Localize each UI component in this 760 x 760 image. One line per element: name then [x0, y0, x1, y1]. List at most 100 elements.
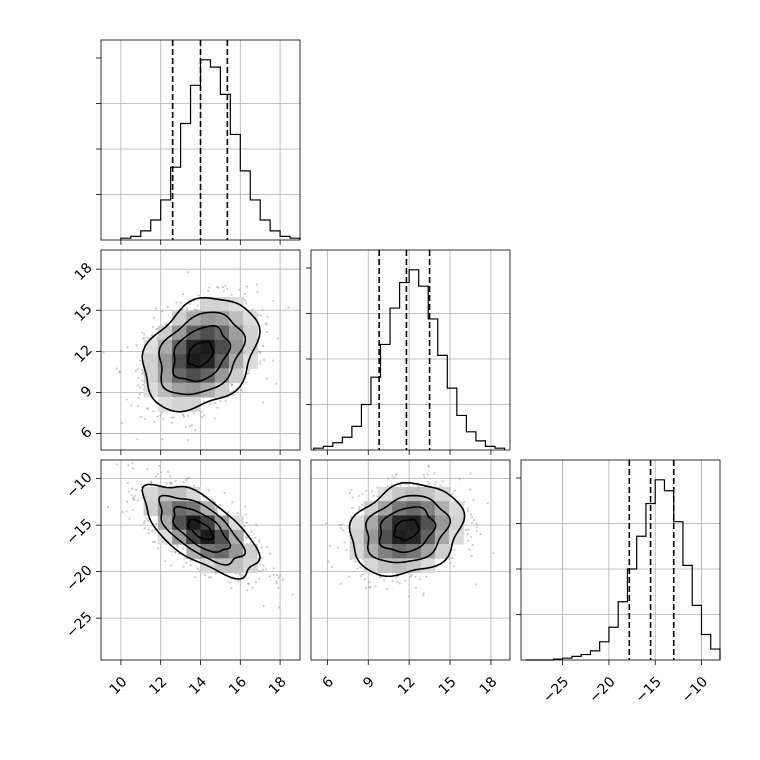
histogram-panel-p0	[96, 39, 301, 241]
scatter-point	[245, 589, 249, 592]
scatter-point	[476, 526, 479, 529]
y-tick-label: −25	[63, 609, 95, 641]
scatter-point	[138, 392, 142, 396]
scatter-point	[265, 323, 268, 326]
scatter-point	[231, 390, 234, 393]
scatter-point	[277, 586, 280, 589]
scatter-point	[260, 546, 264, 549]
scatter-point	[224, 284, 227, 288]
scatter-point	[473, 519, 476, 522]
scatter-point	[166, 305, 169, 309]
scatter-point	[350, 507, 354, 510]
scatter-point	[422, 592, 425, 595]
scatter-point	[255, 283, 258, 286]
scatter-point	[247, 372, 250, 375]
scatter-point	[372, 494, 375, 498]
scatter-point	[261, 568, 265, 571]
scatter-point	[132, 499, 136, 502]
scatter-point	[254, 536, 257, 540]
scatter-point	[137, 384, 140, 387]
density-cell	[172, 529, 187, 545]
scatter-point	[149, 480, 153, 483]
scatter-point	[277, 576, 280, 579]
scatter-point	[279, 574, 282, 577]
scatter-point	[451, 557, 454, 560]
scatter-point	[409, 575, 413, 578]
scatter-point	[182, 565, 185, 568]
scatter-point	[192, 484, 196, 487]
scatter-point	[259, 570, 263, 573]
density-cell	[143, 339, 159, 355]
scatter-point	[370, 490, 374, 493]
scatter-point	[171, 450, 173, 452]
scatter-point	[157, 547, 160, 550]
density-cell	[406, 486, 422, 502]
scatter-point	[146, 337, 149, 340]
scatter-point	[325, 522, 328, 525]
scatter-point	[374, 585, 377, 588]
contour-line	[393, 518, 421, 542]
x-tick-label: 14	[186, 674, 210, 698]
scatter-point	[170, 482, 173, 485]
scatter-point	[259, 362, 262, 365]
scatter-point	[262, 564, 265, 568]
scatter-point	[183, 463, 185, 465]
scatter-point	[470, 521, 474, 525]
density-cell	[172, 339, 187, 355]
scatter-point	[137, 397, 140, 400]
x-tick-label: −15	[633, 674, 665, 706]
scatter-point	[130, 487, 134, 490]
density-cell	[157, 382, 173, 398]
density-cell	[420, 544, 436, 559]
x-tick-label: 10	[107, 674, 131, 698]
scatter-point	[426, 473, 429, 476]
scatter-point	[143, 520, 146, 523]
contour-line	[141, 296, 261, 413]
scatter-point	[350, 489, 353, 492]
scatter-point	[361, 503, 364, 506]
panel-content	[101, 460, 300, 660]
density-cell	[186, 354, 201, 369]
scatter-point	[186, 438, 189, 442]
density-cell	[143, 354, 159, 369]
scatter-point	[154, 307, 158, 310]
scatter-point	[422, 594, 425, 597]
scatter-point	[221, 285, 225, 289]
scatter-point	[272, 299, 275, 303]
scatter-point	[130, 404, 133, 407]
scatter-point	[181, 292, 185, 296]
scatter-point	[138, 359, 142, 362]
scatter-point	[136, 438, 139, 441]
scatter-point	[136, 367, 140, 371]
scatter-point	[148, 532, 151, 535]
density-cell	[214, 515, 230, 531]
scatter-point	[245, 381, 248, 384]
scatter-point	[130, 494, 133, 497]
scatter-point	[176, 544, 179, 547]
scatter-point	[151, 325, 154, 329]
scatter-point	[258, 577, 261, 580]
scatter-point	[275, 382, 278, 385]
density-cell	[172, 382, 187, 398]
scatter-point	[244, 302, 248, 305]
x-tick-label: −10	[679, 674, 711, 706]
scatter-point	[379, 576, 382, 579]
density-cell	[434, 544, 450, 559]
scatter-point	[425, 575, 428, 578]
density-cell	[186, 382, 201, 398]
scatter-point	[127, 464, 130, 467]
scatter-point	[226, 510, 229, 514]
y-tick-label: 12	[72, 342, 96, 366]
scatter-point	[434, 483, 437, 486]
scatter-point	[217, 286, 220, 289]
scatter-point	[453, 489, 456, 493]
scatter-point	[291, 593, 294, 596]
scatter-point	[272, 573, 275, 576]
scatter-point	[207, 576, 210, 579]
scatter-point	[161, 411, 164, 414]
scatter-point	[115, 367, 119, 370]
scatter-point	[243, 505, 246, 508]
density-cell	[200, 339, 216, 355]
scatter-point	[368, 586, 371, 589]
scatter-point	[471, 543, 474, 547]
